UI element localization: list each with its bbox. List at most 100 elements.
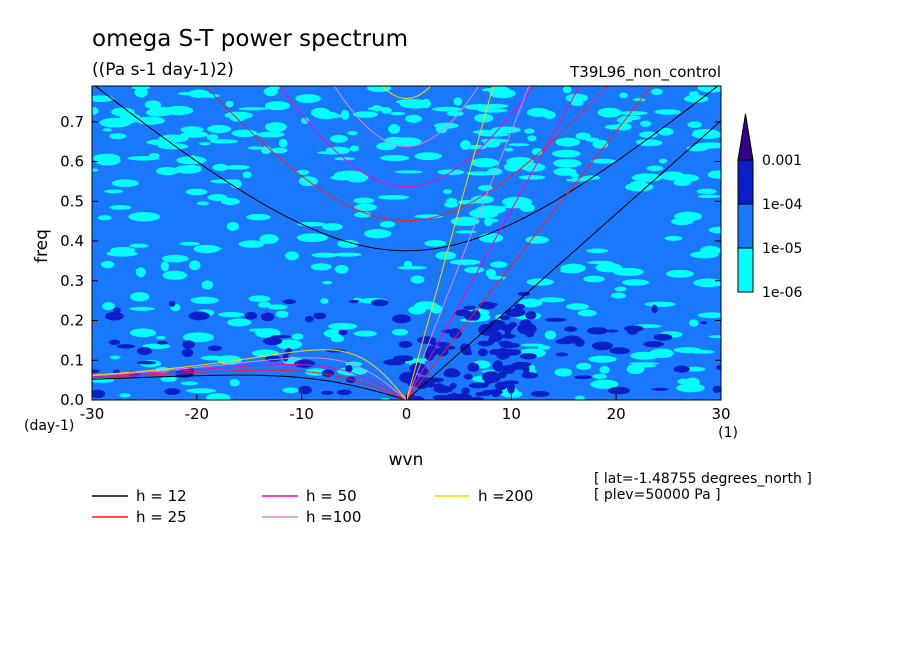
power-cell bbox=[282, 352, 289, 362]
power-cell bbox=[388, 358, 406, 365]
x-tick-label: -20 bbox=[185, 405, 210, 423]
power-cell bbox=[379, 221, 396, 228]
power-cell bbox=[188, 260, 201, 271]
legend-label: h = 25 bbox=[136, 508, 187, 526]
power-cell bbox=[480, 138, 510, 143]
power-cell bbox=[353, 173, 369, 182]
power-cell bbox=[410, 395, 425, 400]
power-cell bbox=[322, 280, 333, 285]
power-cell bbox=[582, 175, 601, 180]
power-cell bbox=[629, 180, 648, 187]
power-cell bbox=[716, 365, 721, 371]
power-cell bbox=[295, 94, 321, 103]
power-cell bbox=[207, 345, 222, 352]
power-cell bbox=[174, 165, 202, 174]
power-cell bbox=[242, 171, 252, 179]
power-cell bbox=[210, 179, 239, 184]
power-cell bbox=[352, 111, 379, 118]
power-cell bbox=[244, 311, 258, 320]
power-cell bbox=[499, 315, 511, 321]
power-cell bbox=[467, 144, 487, 150]
power-cell bbox=[531, 148, 543, 156]
y-tick-label: 0.5 bbox=[60, 192, 84, 210]
power-cell bbox=[112, 307, 121, 314]
power-cell bbox=[524, 128, 535, 134]
power-cell bbox=[212, 163, 229, 171]
power-cell bbox=[92, 106, 99, 115]
power-cell bbox=[708, 226, 721, 234]
power-cell bbox=[327, 322, 358, 330]
power-cell bbox=[282, 299, 297, 305]
y-tick-label: 0.7 bbox=[60, 113, 84, 131]
power-cell bbox=[246, 213, 271, 221]
y-tick-label: 0.3 bbox=[60, 272, 84, 290]
power-cell bbox=[498, 370, 507, 379]
power-cell bbox=[216, 196, 226, 201]
rossby-curve bbox=[92, 369, 407, 400]
power-cell bbox=[104, 189, 124, 194]
power-cell bbox=[577, 309, 597, 317]
power-cell bbox=[377, 194, 410, 200]
power-cell bbox=[188, 89, 210, 98]
y-tick-label: 0.2 bbox=[60, 312, 84, 330]
legend-label: h = 50 bbox=[306, 487, 357, 505]
power-cell bbox=[162, 270, 188, 280]
power-cell bbox=[488, 319, 506, 327]
chart-subtitle: ((Pa s-1 day-1)2) bbox=[92, 60, 234, 80]
power-cell bbox=[190, 296, 219, 304]
power-cell bbox=[517, 322, 537, 335]
power-cell bbox=[108, 339, 121, 346]
power-cell bbox=[130, 292, 150, 302]
power-cell bbox=[261, 312, 275, 322]
x-tick-label: 0 bbox=[402, 405, 412, 423]
power-cell bbox=[501, 333, 516, 339]
power-cell bbox=[475, 391, 484, 397]
power-cell bbox=[586, 327, 608, 335]
power-cell bbox=[388, 124, 401, 134]
power-cell bbox=[628, 364, 657, 368]
power-cell bbox=[247, 146, 263, 150]
power-cell bbox=[301, 117, 310, 124]
power-cell bbox=[284, 251, 300, 261]
power-cell bbox=[264, 122, 287, 132]
power-cell bbox=[366, 86, 392, 93]
power-cell bbox=[595, 262, 623, 273]
power-cell bbox=[354, 203, 377, 211]
power-cell bbox=[92, 389, 106, 399]
power-cell bbox=[135, 268, 144, 272]
power-cell bbox=[109, 205, 132, 210]
power-cell bbox=[259, 234, 279, 244]
power-cell bbox=[294, 359, 316, 368]
power-cell bbox=[573, 375, 593, 380]
power-cell bbox=[453, 393, 473, 400]
power-cell bbox=[597, 107, 622, 118]
colorbar-segment bbox=[737, 247, 754, 293]
power-cell bbox=[628, 362, 659, 366]
power-cell bbox=[530, 390, 550, 397]
power-cell bbox=[500, 342, 520, 349]
power-cell bbox=[282, 387, 299, 394]
power-cell bbox=[340, 109, 350, 120]
power-cell bbox=[651, 387, 669, 391]
power-cell bbox=[226, 221, 239, 231]
power-cell bbox=[215, 394, 225, 400]
inertia-gravity-curve bbox=[381, 86, 432, 100]
power-cell bbox=[470, 158, 499, 168]
power-cell bbox=[484, 103, 509, 109]
legend-label: h = 12 bbox=[136, 487, 187, 505]
power-cell bbox=[311, 252, 338, 258]
power-cell bbox=[131, 86, 151, 90]
power-cell bbox=[227, 318, 252, 327]
power-cell bbox=[353, 197, 375, 204]
power-cell bbox=[494, 381, 508, 391]
power-cell bbox=[336, 389, 352, 396]
power-cell bbox=[135, 267, 146, 278]
power-cell bbox=[364, 229, 392, 239]
power-cell bbox=[349, 145, 360, 152]
power-cell bbox=[696, 188, 717, 195]
power-cell bbox=[379, 154, 410, 161]
power-cell bbox=[487, 86, 511, 95]
power-cell bbox=[186, 388, 217, 394]
power-cell bbox=[109, 355, 121, 360]
power-cell bbox=[409, 362, 427, 374]
